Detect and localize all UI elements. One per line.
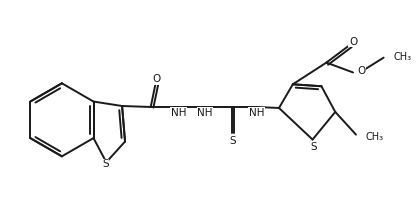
Text: S: S: [310, 142, 317, 152]
Text: CH₃: CH₃: [393, 52, 412, 62]
Text: NH: NH: [249, 108, 264, 118]
Text: O: O: [357, 66, 365, 77]
Text: CH₃: CH₃: [366, 132, 384, 142]
Text: NH: NH: [171, 108, 186, 118]
Text: O: O: [153, 74, 161, 84]
Text: O: O: [349, 37, 357, 47]
Text: S: S: [102, 159, 109, 169]
Text: S: S: [229, 135, 236, 146]
Text: NH: NH: [197, 108, 213, 118]
